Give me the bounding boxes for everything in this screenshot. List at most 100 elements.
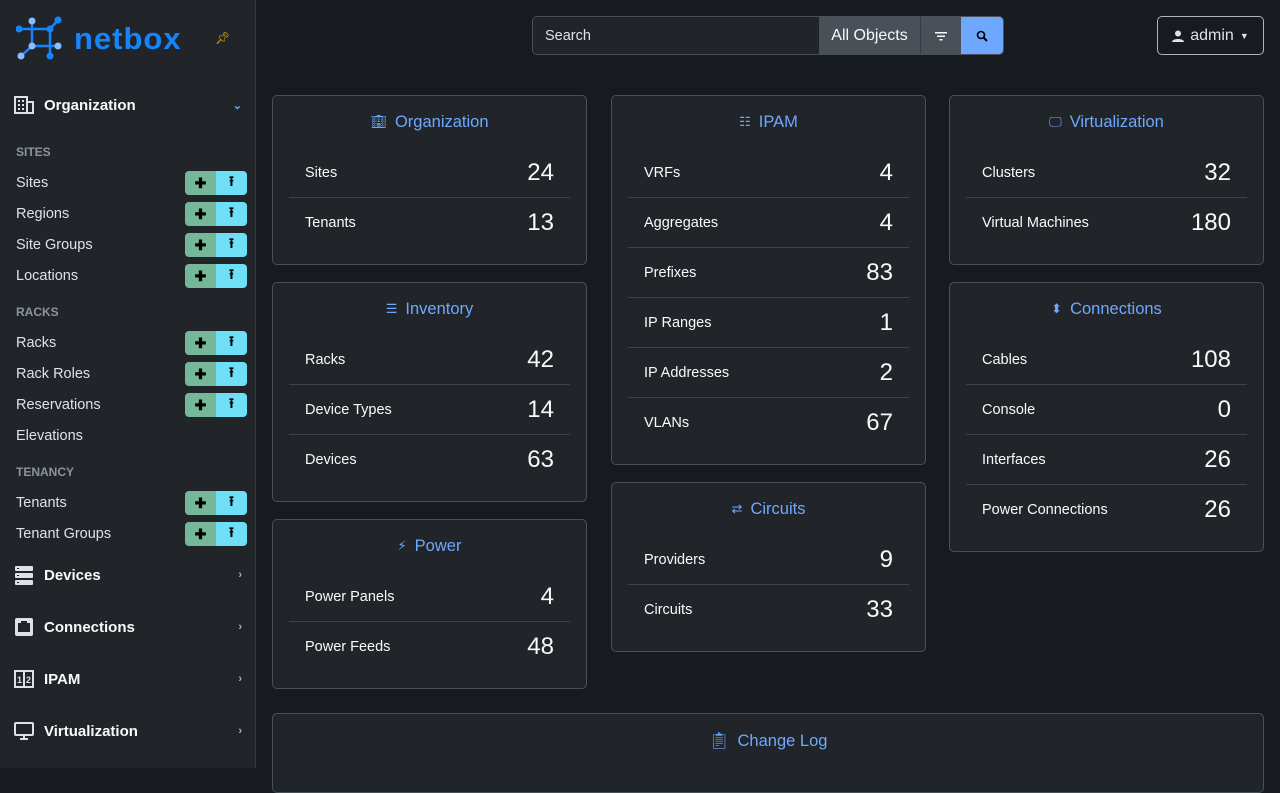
stat-row-devices[interactable]: Devices 63 bbox=[289, 435, 570, 485]
section-heading: RACKS bbox=[16, 305, 59, 319]
building-icon: 🏢︎ bbox=[370, 114, 387, 129]
stat-row-tenants[interactable]: Tenants 13 bbox=[289, 198, 570, 248]
chevron-down-icon: ⌄ bbox=[232, 99, 242, 112]
import-button[interactable]: ⭱ bbox=[216, 331, 247, 355]
stat-label: Console bbox=[982, 401, 1036, 418]
stat-row-vlans[interactable]: VLANs 67 bbox=[628, 398, 909, 448]
sidebar-item-rack-roles[interactable]: Rack Roles ✚ ⭱ bbox=[16, 362, 247, 386]
add-button[interactable]: ✚ bbox=[185, 233, 216, 257]
menu-organization[interactable]: Organization ⌄ bbox=[14, 90, 242, 120]
import-button[interactable]: ⭱ bbox=[216, 202, 247, 226]
menu-label: Virtualization bbox=[44, 722, 138, 740]
sidebar-item-site-groups[interactable]: Site Groups ✚ ⭱ bbox=[16, 233, 247, 257]
add-button[interactable]: ✚ bbox=[185, 202, 216, 226]
stat-row-prefixes[interactable]: Prefixes 83 bbox=[628, 248, 909, 298]
sidebar-item-locations[interactable]: Locations ✚ ⭱ bbox=[16, 264, 247, 288]
add-button[interactable]: ✚ bbox=[185, 331, 216, 355]
stat-label: Devices bbox=[305, 452, 357, 468]
menu-label: IPAM bbox=[44, 670, 81, 688]
import-button[interactable]: ⭱ bbox=[216, 233, 247, 257]
sidebar-item-label: Reservations bbox=[16, 397, 101, 413]
card-title[interactable]: Virtualization bbox=[1069, 112, 1164, 131]
filter-button[interactable] bbox=[921, 17, 961, 54]
stat-count: 108 bbox=[1190, 345, 1231, 373]
stat-row-vrfs[interactable]: VRFs 4 bbox=[628, 148, 909, 198]
pin-icon[interactable]: 📌︎ bbox=[215, 31, 231, 45]
virtualization-card: 🖵︎ Virtualization Clusters 32 Virtual Machin… bbox=[949, 95, 1264, 265]
dashboard-column: ☷ IPAM VRFs 4 Aggregates 4 Prefixes 83 IP Ranges… bbox=[611, 95, 926, 652]
add-button[interactable]: ✚ bbox=[185, 264, 216, 288]
card-title[interactable]: IPAM bbox=[758, 112, 798, 131]
stat-row-cables[interactable]: Cables 108 bbox=[966, 335, 1247, 385]
add-button[interactable]: ✚ bbox=[185, 393, 216, 417]
stat-label: VRFs bbox=[644, 164, 681, 181]
add-button[interactable]: ✚ bbox=[185, 171, 216, 195]
sidebar-item-label: Sites bbox=[16, 175, 49, 191]
stat-row-aggregates[interactable]: Aggregates 4 bbox=[628, 198, 909, 248]
changelog-icon: 📋︎ bbox=[708, 731, 730, 750]
sidebar-item-label: Rack Roles bbox=[16, 366, 91, 382]
stat-row-power-feeds[interactable]: Power Feeds 48 bbox=[289, 622, 570, 672]
card-title[interactable]: Power bbox=[414, 536, 462, 555]
netbox-logo-icon bbox=[16, 16, 62, 60]
add-button[interactable]: ✚ bbox=[185, 362, 216, 386]
import-button[interactable]: ⭱ bbox=[216, 491, 247, 515]
stat-count: 9 bbox=[879, 545, 893, 573]
stat-row-interfaces[interactable]: Interfaces 26 bbox=[966, 435, 1247, 485]
stat-row-ip-addresses[interactable]: IP Addresses 2 bbox=[628, 348, 909, 398]
svg-text:2: 2 bbox=[26, 675, 31, 685]
sidebar-item-tenants[interactable]: Tenants ✚ ⭱ bbox=[16, 491, 247, 515]
import-button[interactable]: ⭱ bbox=[216, 522, 247, 546]
search-scope-select[interactable]: All Objects bbox=[819, 17, 921, 54]
stat-row-virtual-machines[interactable]: Virtual Machines 180 bbox=[966, 198, 1247, 248]
import-button[interactable]: ⭱ bbox=[216, 362, 247, 386]
netbox-logo[interactable]: netbox bbox=[16, 16, 182, 62]
sidebar-item-racks[interactable]: Racks ✚ ⭱ bbox=[16, 331, 247, 355]
search-button[interactable] bbox=[961, 17, 1003, 54]
sidebar-item-elevations[interactable]: Elevations bbox=[16, 424, 247, 448]
add-button[interactable]: ✚ bbox=[185, 522, 216, 546]
search-input[interactable] bbox=[533, 17, 819, 54]
stat-row-clusters[interactable]: Clusters 32 bbox=[966, 148, 1247, 198]
import-button[interactable]: ⭱ bbox=[216, 264, 247, 288]
card-title[interactable]: Connections bbox=[1070, 299, 1162, 318]
dashboard-column: 🏢︎ Organization Sites 24 Tenants 13 ☰ Inventory… bbox=[272, 95, 587, 689]
stat-label: Power Feeds bbox=[305, 639, 391, 655]
stat-count: 63 bbox=[527, 446, 554, 473]
lightning-icon: ⚡︎ bbox=[397, 538, 407, 553]
import-button[interactable]: ⭱ bbox=[216, 393, 247, 417]
stat-count: 4 bbox=[879, 158, 893, 186]
user-menu-button[interactable]: admin ▼ bbox=[1157, 16, 1264, 55]
sidebar-item-reservations[interactable]: Reservations ✚ ⭱ bbox=[16, 393, 247, 417]
stat-row-sites[interactable]: Sites 24 bbox=[289, 148, 570, 198]
menu-connections[interactable]: Connections › bbox=[14, 612, 242, 642]
add-button[interactable]: ✚ bbox=[185, 491, 216, 515]
import-button[interactable]: ⭱ bbox=[216, 171, 247, 195]
stat-row-providers[interactable]: Providers 9 bbox=[628, 535, 909, 585]
card-title[interactable]: Organization bbox=[394, 112, 489, 131]
sidebar-item-sites[interactable]: Sites ✚ ⭱ bbox=[16, 171, 247, 195]
stat-row-console[interactable]: Console 0 bbox=[966, 385, 1247, 435]
menu-devices[interactable]: Devices › bbox=[14, 560, 242, 590]
stat-count: 24 bbox=[527, 158, 554, 186]
stat-row-circuits[interactable]: Circuits 33 bbox=[628, 585, 909, 635]
stat-count: 83 bbox=[866, 258, 893, 286]
stat-row-device-types[interactable]: Device Types 14 bbox=[289, 385, 570, 435]
username: admin bbox=[1190, 26, 1234, 44]
stat-row-power-panels[interactable]: Power Panels 4 bbox=[289, 572, 570, 622]
stat-count: 2 bbox=[879, 358, 893, 386]
sidebar: netbox 📌︎ Organization ⌄ SITES Sites ✚ ⭱ Reg… bbox=[0, 0, 256, 768]
stat-row-power-connections[interactable]: Power Connections 26 bbox=[966, 485, 1247, 535]
card-title: Change Log bbox=[737, 731, 828, 750]
stat-row-racks[interactable]: Racks 42 bbox=[289, 335, 570, 385]
ipam-card: ☷ IPAM VRFs 4 Aggregates 4 Prefixes 83 IP Ranges… bbox=[611, 95, 926, 465]
card-title[interactable]: Inventory bbox=[405, 299, 474, 318]
stat-label: Cables bbox=[982, 351, 1028, 368]
circuit-icon: ⇄ bbox=[731, 501, 743, 516]
sidebar-item-regions[interactable]: Regions ✚ ⭱ bbox=[16, 202, 247, 226]
menu-ipam[interactable]: 1 2 IPAM › bbox=[14, 664, 242, 694]
stat-row-ip-ranges[interactable]: IP Ranges 1 bbox=[628, 298, 909, 348]
sidebar-item-tenant-groups[interactable]: Tenant Groups ✚ ⭱ bbox=[16, 522, 247, 546]
menu-virtualization[interactable]: Virtualization › bbox=[14, 716, 242, 746]
card-title[interactable]: Circuits bbox=[750, 499, 806, 518]
